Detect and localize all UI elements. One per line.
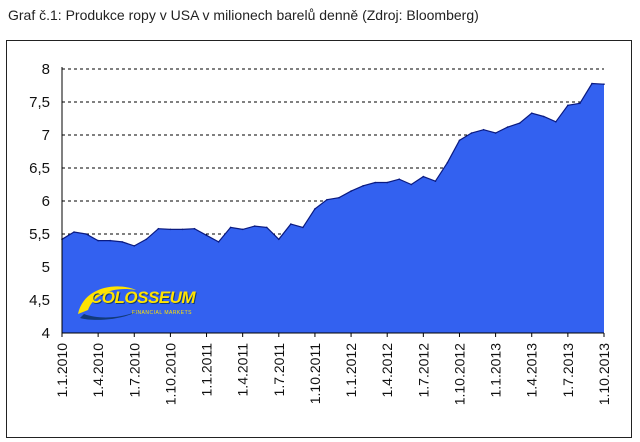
data-point — [302, 226, 304, 229]
y-tick-label: 4,5 — [29, 292, 50, 309]
y-tick-label: 5,5 — [29, 226, 50, 243]
data-point — [157, 227, 160, 230]
data-point — [579, 102, 581, 105]
y-tick-label: 6 — [42, 193, 50, 210]
logo-swoosh-icon — [78, 286, 140, 320]
data-point — [73, 231, 75, 233]
data-point — [97, 239, 99, 242]
data-point — [410, 183, 413, 186]
y-tick-label: 8 — [42, 61, 50, 78]
data-point — [591, 82, 593, 85]
data-point — [446, 161, 449, 164]
data-point — [567, 104, 569, 107]
x-tick-label: 1.4.2011 — [235, 343, 251, 397]
data-point — [205, 234, 208, 237]
data-point — [542, 115, 545, 118]
data-point — [241, 228, 244, 231]
x-tick-label: 1.4.2010 — [90, 343, 106, 398]
data-point — [193, 227, 196, 230]
data-point — [555, 121, 557, 123]
data-point — [482, 128, 485, 131]
data-point — [326, 198, 328, 201]
logo-name: COLOSSEUM — [90, 288, 196, 307]
data-point — [422, 175, 425, 178]
x-tick-label: 1.10.2011 — [307, 343, 323, 404]
x-tick-label: 1.1.2010 — [54, 343, 70, 398]
y-tick-label: 7 — [42, 127, 50, 144]
data-point — [109, 239, 111, 242]
data-point — [290, 223, 292, 225]
x-tick-label: 1.10.2010 — [162, 343, 178, 405]
data-point — [133, 245, 136, 247]
data-point — [278, 238, 280, 241]
data-point — [253, 225, 256, 227]
colosseum-logo: COLOSSEUM FINANCIAL MARKETS — [74, 280, 196, 324]
data-point — [121, 241, 124, 243]
data-point — [374, 181, 376, 184]
y-tick-label: 6,5 — [29, 160, 50, 177]
x-tick-label: 1.1.2011 — [199, 343, 215, 397]
data-point — [169, 228, 172, 231]
x-tick-label: 1.1.2013 — [488, 343, 504, 398]
data-point — [362, 185, 364, 187]
x-tick-label: 1.7.2013 — [560, 343, 576, 398]
data-point — [386, 181, 389, 184]
data-point — [350, 190, 352, 192]
series-line — [61, 82, 605, 247]
x-tick-label: 1.10.2013 — [596, 343, 612, 405]
logo-tagline: FINANCIAL MARKETS — [132, 310, 192, 316]
data-point — [458, 139, 461, 142]
y-tick-label: 4 — [42, 325, 50, 342]
x-tick-label: 1.1.2012 — [343, 343, 359, 398]
y-tick-label: 5 — [42, 259, 50, 276]
data-point — [398, 178, 401, 181]
chart-caption: Graf č.1: Produkce ropy v USA v milionec… — [8, 7, 479, 23]
x-tick-label: 1.7.2012 — [415, 343, 431, 398]
data-point — [145, 238, 148, 241]
data-point — [217, 241, 220, 243]
series-area — [62, 83, 604, 333]
x-tick-label: 1.7.2010 — [126, 343, 142, 398]
data-point — [434, 180, 437, 182]
x-tick-label: 1.7.2011 — [271, 343, 287, 397]
x-tick-label: 1.4.2013 — [524, 343, 540, 398]
data-point — [530, 112, 533, 115]
data-point — [603, 83, 605, 85]
data-point — [470, 132, 473, 134]
data-point — [229, 226, 232, 229]
x-tick-label: 1.4.2012 — [379, 343, 395, 398]
data-point — [265, 226, 268, 229]
x-tick-label: 1.10.2012 — [451, 343, 467, 405]
data-point — [338, 196, 340, 199]
data-point — [85, 233, 87, 235]
y-tick-label: 7,5 — [29, 94, 50, 111]
data-point — [494, 132, 497, 134]
data-point — [314, 208, 316, 210]
data-point — [506, 126, 509, 128]
data-point — [518, 122, 521, 124]
data-point — [181, 228, 184, 231]
